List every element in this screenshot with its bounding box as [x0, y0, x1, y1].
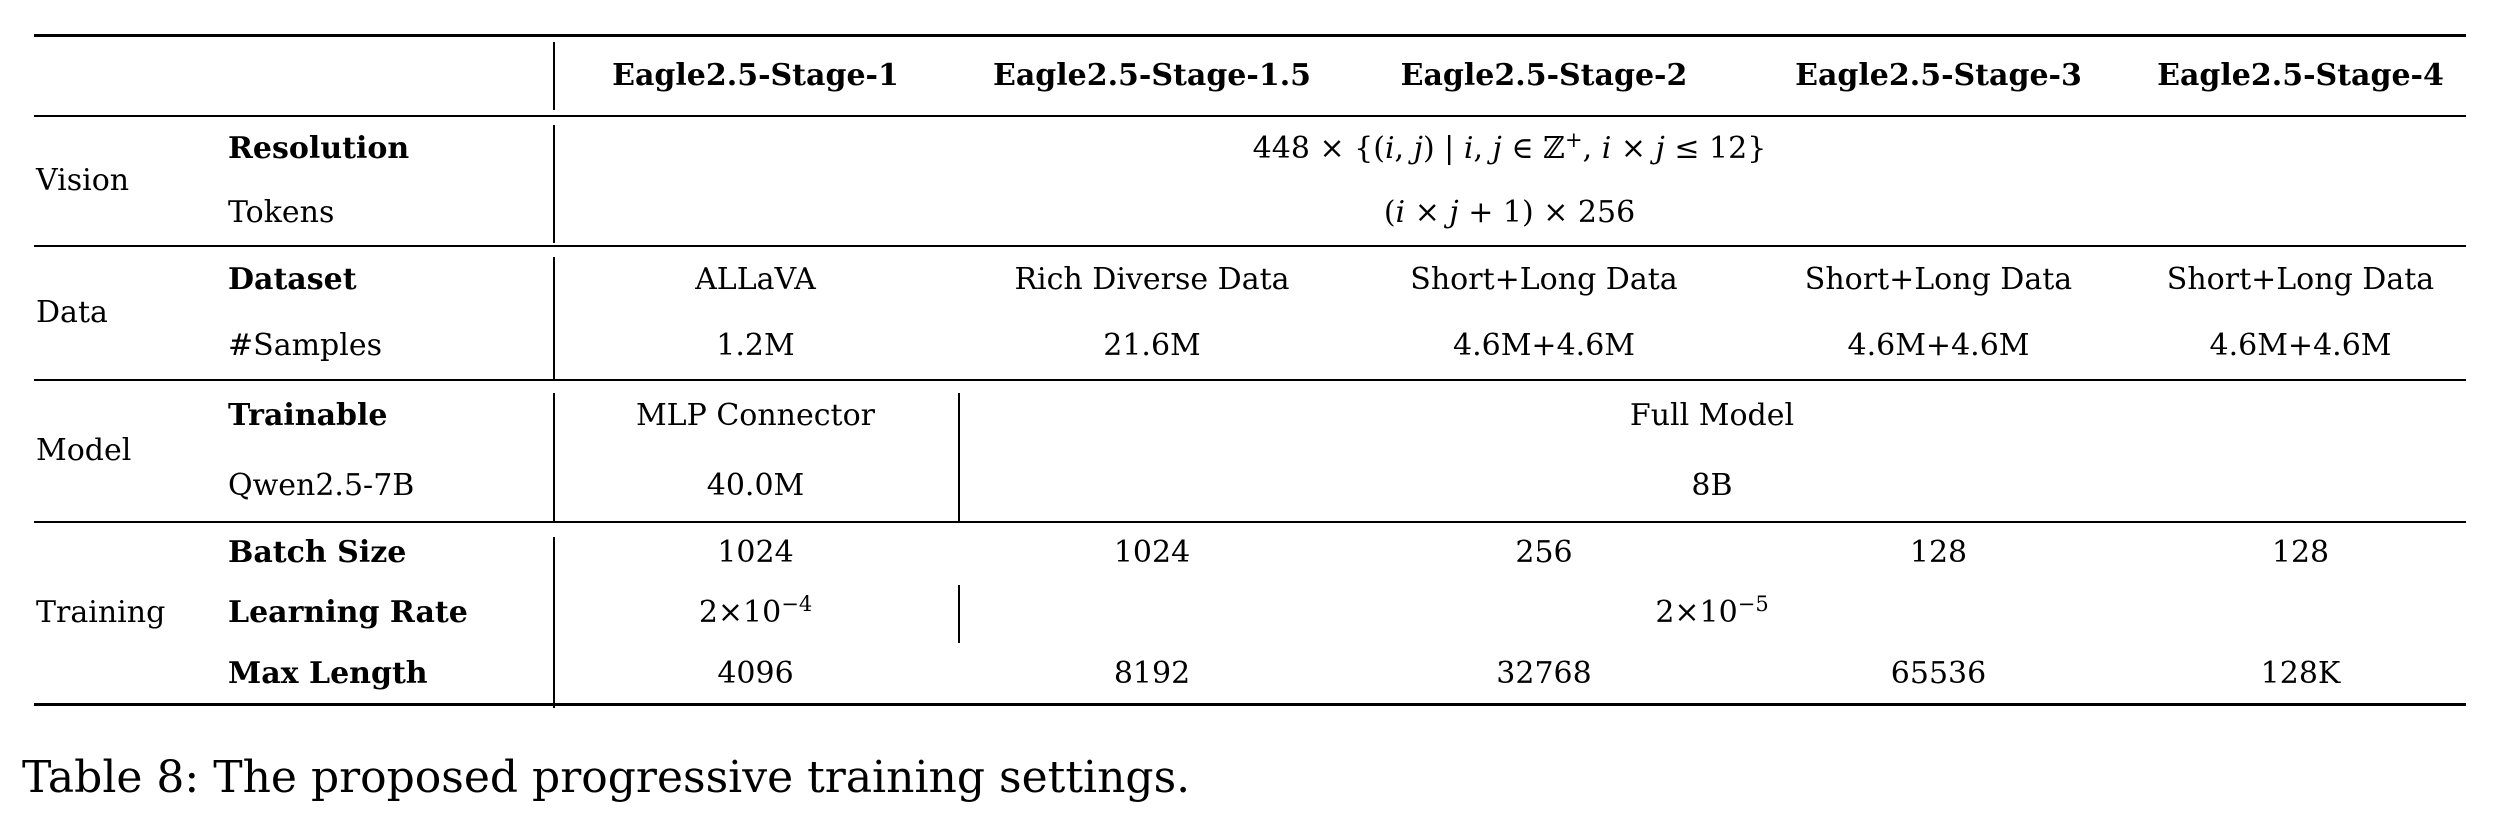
cell-lr-stage-1: 2×10−4	[698, 592, 813, 631]
row-base-model: Qwen2.5-7B 40.0M 8B	[34, 451, 2466, 522]
attr-label-resolution: Resolution	[228, 114, 553, 181]
col-header-stage-4: Eagle2.5-Stage-4	[2157, 58, 2444, 93]
row-resolution: Vision Resolution 448 × {(i, j) | i, j ∈…	[34, 114, 2466, 246]
row-batch-size: Training Batch Size 1024 1024 256 128 12…	[34, 520, 2466, 705]
attr-label-learning-rate: Learning Rate	[228, 595, 468, 631]
cell-base-stages-1-5-to-4: 8B	[1691, 467, 1733, 503]
cell-dataset-stage-2: Short+Long Data	[1346, 244, 1742, 313]
cell-resolution-all-stages: 448 × {(i, j) | i, j ∈ ℤ+, i × j ≤ 12}	[553, 114, 2466, 181]
cell-samples-stage-4: 4.6M+4.6M	[2209, 327, 2392, 363]
column-rule-vision	[553, 125, 555, 243]
cell-dataset-stage-4: Short+Long Data	[2135, 244, 2466, 313]
col-header-stage-1-5: Eagle2.5-Stage-1.5	[992, 58, 1312, 93]
cell-tokens-all-stages: (i × j + 1) × 256	[1383, 194, 1636, 230]
header-empty-cell	[34, 36, 553, 116]
cell-maxlen-stage-1: 4096	[717, 655, 794, 691]
attr-label-dataset: Dataset	[228, 244, 553, 313]
cell-maxlen-stage-1-5: 8192	[1113, 655, 1191, 691]
cell-batch-stage-1: 1024	[553, 520, 958, 583]
cell-trainable-stage-1: MLP Connector	[553, 378, 958, 451]
cell-lr-stages-1-5-to-4: 2×10−5	[1655, 592, 1769, 631]
row-max-length: Max Length 4096 8192 32768 65536 128K	[34, 644, 2466, 705]
cell-batch-stage-1-5: 1024	[958, 520, 1346, 583]
col-header-stage-2: Eagle2.5-Stage-2	[1400, 58, 1688, 93]
cell-maxlen-stage-2: 32768	[1496, 655, 1592, 691]
col-header-stage-3: Eagle2.5-Stage-3	[1795, 58, 2082, 93]
column-rule-header	[553, 42, 555, 110]
column-rule-learning-rate	[958, 585, 960, 643]
group-label-vision: Vision	[34, 114, 228, 246]
row-dataset: Data Dataset ALLaVA Rich Diverse Data Sh…	[34, 244, 2466, 380]
column-rule-training	[553, 537, 555, 708]
cell-base-stage-1: 40.0M	[706, 467, 805, 503]
table-8: Eagle2.5-Stage-1 Eagle2.5-Stage-1.5 Eagl…	[34, 34, 2466, 706]
cell-samples-stage-3: 4.6M+4.6M	[1847, 327, 2030, 363]
attr-label-max-length: Max Length	[228, 655, 428, 691]
cell-maxlen-stage-4: 128K	[2260, 655, 2341, 691]
cell-samples-stage-1: 1.2M	[716, 327, 795, 363]
cell-batch-stage-2: 256	[1346, 520, 1742, 583]
cell-trainable-stages-1-5-to-4: Full Model	[958, 378, 2466, 451]
group-label-training: Training	[34, 520, 228, 705]
row-trainable: Model Trainable MLP Connector Full Model	[34, 378, 2466, 522]
cell-batch-stage-4: 128	[2135, 520, 2466, 583]
attr-label-tokens: Tokens	[228, 194, 335, 230]
column-rule-data	[553, 257, 555, 379]
column-rule-model-inner	[958, 393, 960, 523]
table-caption: Table 8: The proposed progressive traini…	[22, 752, 1191, 803]
cell-batch-stage-3: 128	[1742, 520, 2135, 583]
group-label-model: Model	[34, 378, 228, 522]
cell-samples-stage-1-5: 21.6M	[1103, 327, 1201, 363]
cell-dataset-stage-1: ALLaVA	[553, 244, 958, 313]
col-header-stage-1: Eagle2.5-Stage-1	[612, 58, 899, 93]
cell-dataset-stage-1-5: Rich Diverse Data	[958, 244, 1346, 313]
group-label-data: Data	[34, 244, 228, 380]
attr-label-samples: #Samples	[228, 327, 382, 363]
row-tokens: Tokens (i × j + 1) × 256	[34, 181, 2466, 246]
attr-label-qwen: Qwen2.5-7B	[228, 467, 415, 503]
row-learning-rate: Learning Rate 2×10−4 2×10−5	[34, 583, 2466, 644]
column-rule-model-left	[553, 393, 555, 523]
attr-label-batch-size: Batch Size	[228, 520, 553, 583]
attr-label-trainable: Trainable	[228, 378, 553, 451]
header-row: Eagle2.5-Stage-1 Eagle2.5-Stage-1.5 Eagl…	[34, 36, 2466, 116]
training-settings-table: Eagle2.5-Stage-1 Eagle2.5-Stage-1.5 Eagl…	[34, 34, 2466, 708]
cell-samples-stage-2: 4.6M+4.6M	[1453, 327, 1635, 363]
cell-dataset-stage-3: Short+Long Data	[1742, 244, 2135, 313]
cell-maxlen-stage-3: 65536	[1890, 655, 1987, 691]
row-samples: #Samples 1.2M 21.6M 4.6M+4.6M 4.6M+4.6M …	[34, 313, 2466, 380]
